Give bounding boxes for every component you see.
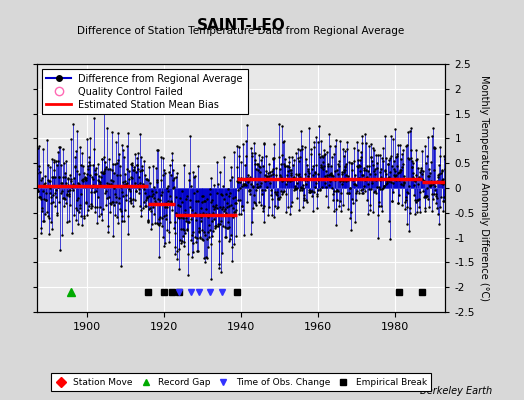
Y-axis label: Monthly Temperature Anomaly Difference (°C): Monthly Temperature Anomaly Difference (… (479, 75, 489, 301)
Legend: Difference from Regional Average, Quality Control Failed, Estimated Station Mean: Difference from Regional Average, Qualit… (41, 69, 248, 114)
Legend: Station Move, Record Gap, Time of Obs. Change, Empirical Break: Station Move, Record Gap, Time of Obs. C… (51, 374, 431, 392)
Text: Berkeley Earth: Berkeley Earth (420, 386, 493, 396)
Text: Difference of Station Temperature Data from Regional Average: Difference of Station Temperature Data f… (78, 26, 405, 36)
Text: SAINT-LEO: SAINT-LEO (196, 18, 286, 33)
